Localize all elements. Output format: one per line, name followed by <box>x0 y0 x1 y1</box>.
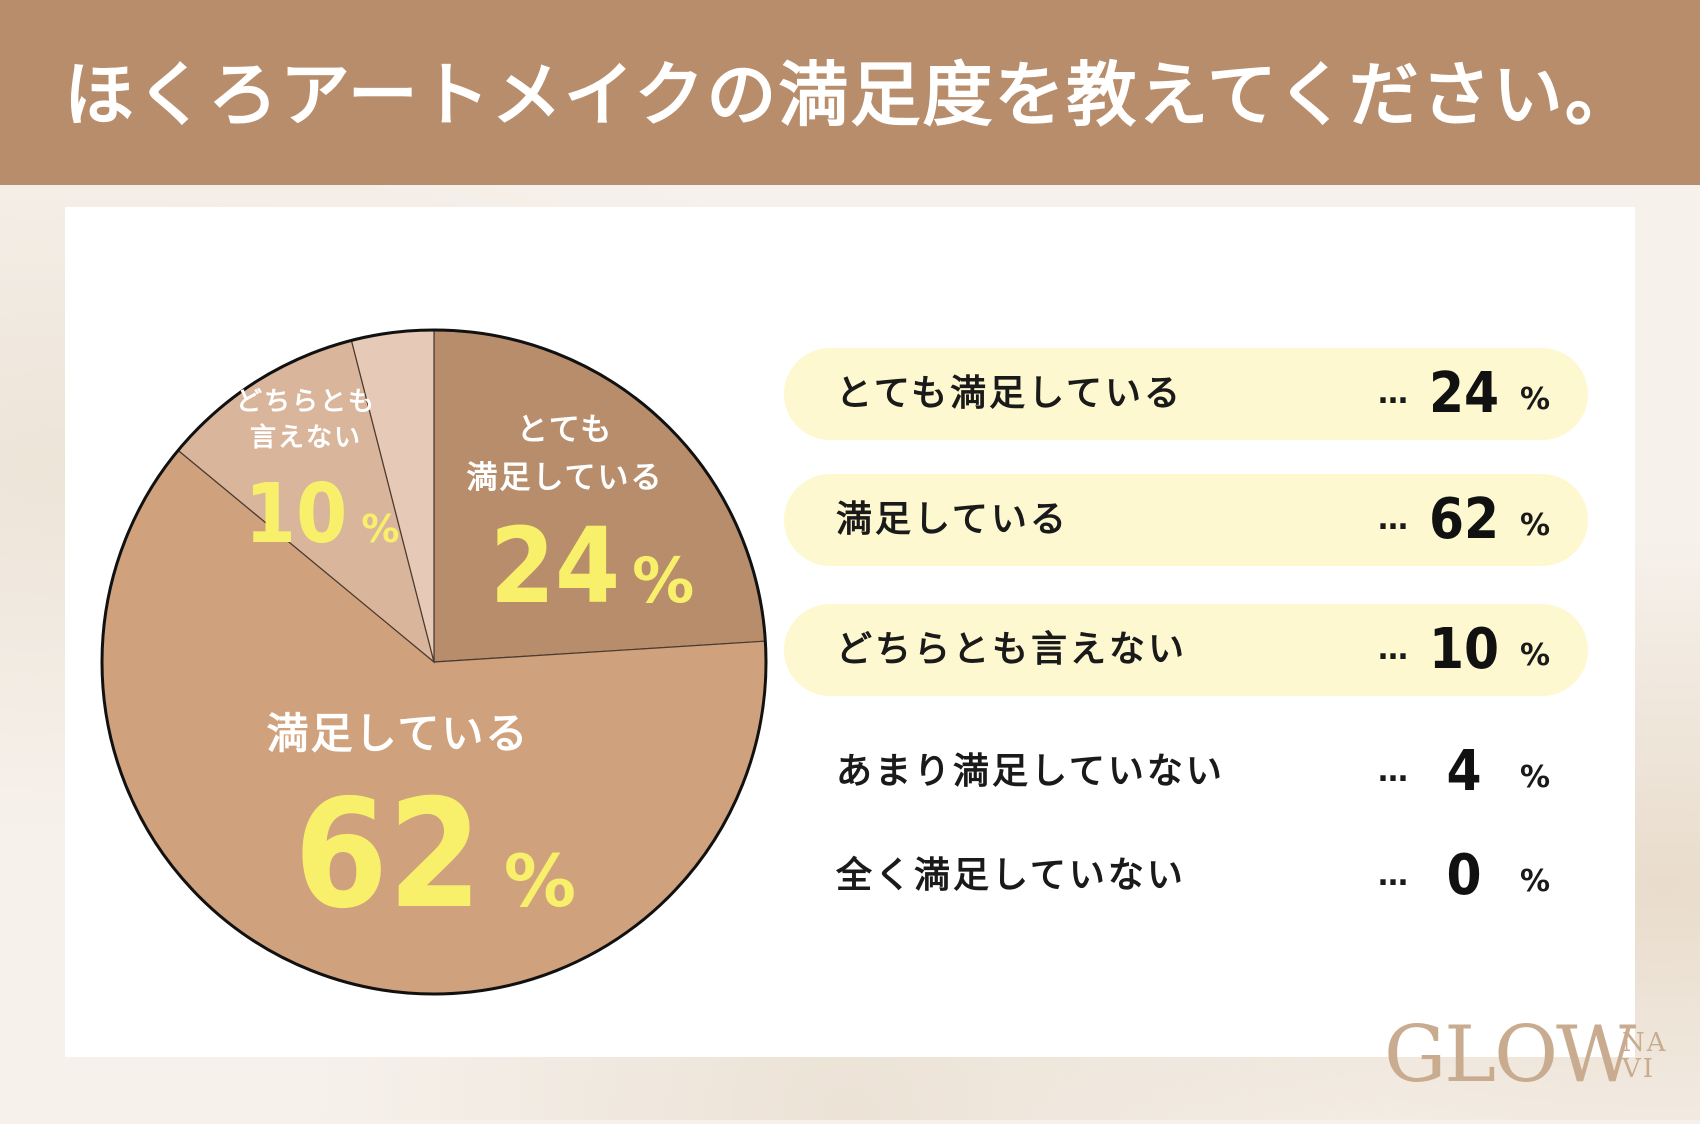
legend-row-neutral: どちらとも言えない … 10 % <box>784 604 1588 696</box>
brand-logo-sub: NA VI <box>1622 1030 1674 1082</box>
legend-label: とても満足している <box>836 373 1184 414</box>
slice-category-label: 言えない <box>250 423 362 453</box>
slice-category-label: 満足している <box>466 460 663 496</box>
legend-label: 全く満足していない <box>836 855 1186 896</box>
legend-separator: … <box>1378 632 1408 667</box>
legend-unit: % <box>1520 864 1551 899</box>
legend-separator: … <box>1378 376 1408 411</box>
legend-separator: … <box>1378 502 1408 537</box>
slice-unit-label: % <box>504 839 576 923</box>
legend-value: 24 <box>1428 361 1500 426</box>
slice-value-label: 10 <box>245 467 348 562</box>
legend-separator: … <box>1378 754 1408 789</box>
slice-unit-label: % <box>361 507 399 551</box>
page-title: ほくろアートメイクの満足度を教えてください。 <box>64 54 1637 136</box>
legend-unit: % <box>1520 508 1551 543</box>
legend-separator: … <box>1378 858 1408 893</box>
brand-logo-sub-top: NA <box>1622 1028 1668 1058</box>
legend-value: 4 <box>1446 739 1482 804</box>
legend-label: あまり満足していない <box>836 751 1225 792</box>
legend-value: 10 <box>1428 617 1500 682</box>
slice-value-label: 62 <box>294 768 482 942</box>
legend-row-not-satisfied: 全く満足していない … 0 % <box>784 830 1588 922</box>
legend-unit: % <box>1520 638 1551 673</box>
slice-category-label: 満足している <box>267 709 530 758</box>
legend-unit: % <box>1520 760 1551 795</box>
legend-value: 62 <box>1428 487 1500 552</box>
legend-label: どちらとも言えない <box>836 629 1188 670</box>
legend-value: 0 <box>1446 843 1482 908</box>
header-band: ほくろアートメイクの満足度を教えてください。 <box>0 0 1700 185</box>
legend-unit: % <box>1520 382 1551 417</box>
legend-label: 満足している <box>836 499 1069 540</box>
legend-row-very-satisfied: とても満足している … 24 % <box>784 348 1588 440</box>
slice-unit-label: % <box>632 544 694 617</box>
slice-value-label: 24 <box>490 505 620 627</box>
pie-outline <box>100 328 768 996</box>
slice-category-label: とても <box>517 412 614 448</box>
brand-logo-sub-bottom: VI <box>1622 1054 1656 1084</box>
legend-row-not-very-satisfied: あまり満足していない … 4 % <box>784 726 1588 818</box>
slice-category-label: どちらとも <box>236 387 376 417</box>
brand-logo: GLOW <box>1384 1010 1636 1100</box>
legend-row-satisfied: 満足している … 62 % <box>784 474 1588 566</box>
